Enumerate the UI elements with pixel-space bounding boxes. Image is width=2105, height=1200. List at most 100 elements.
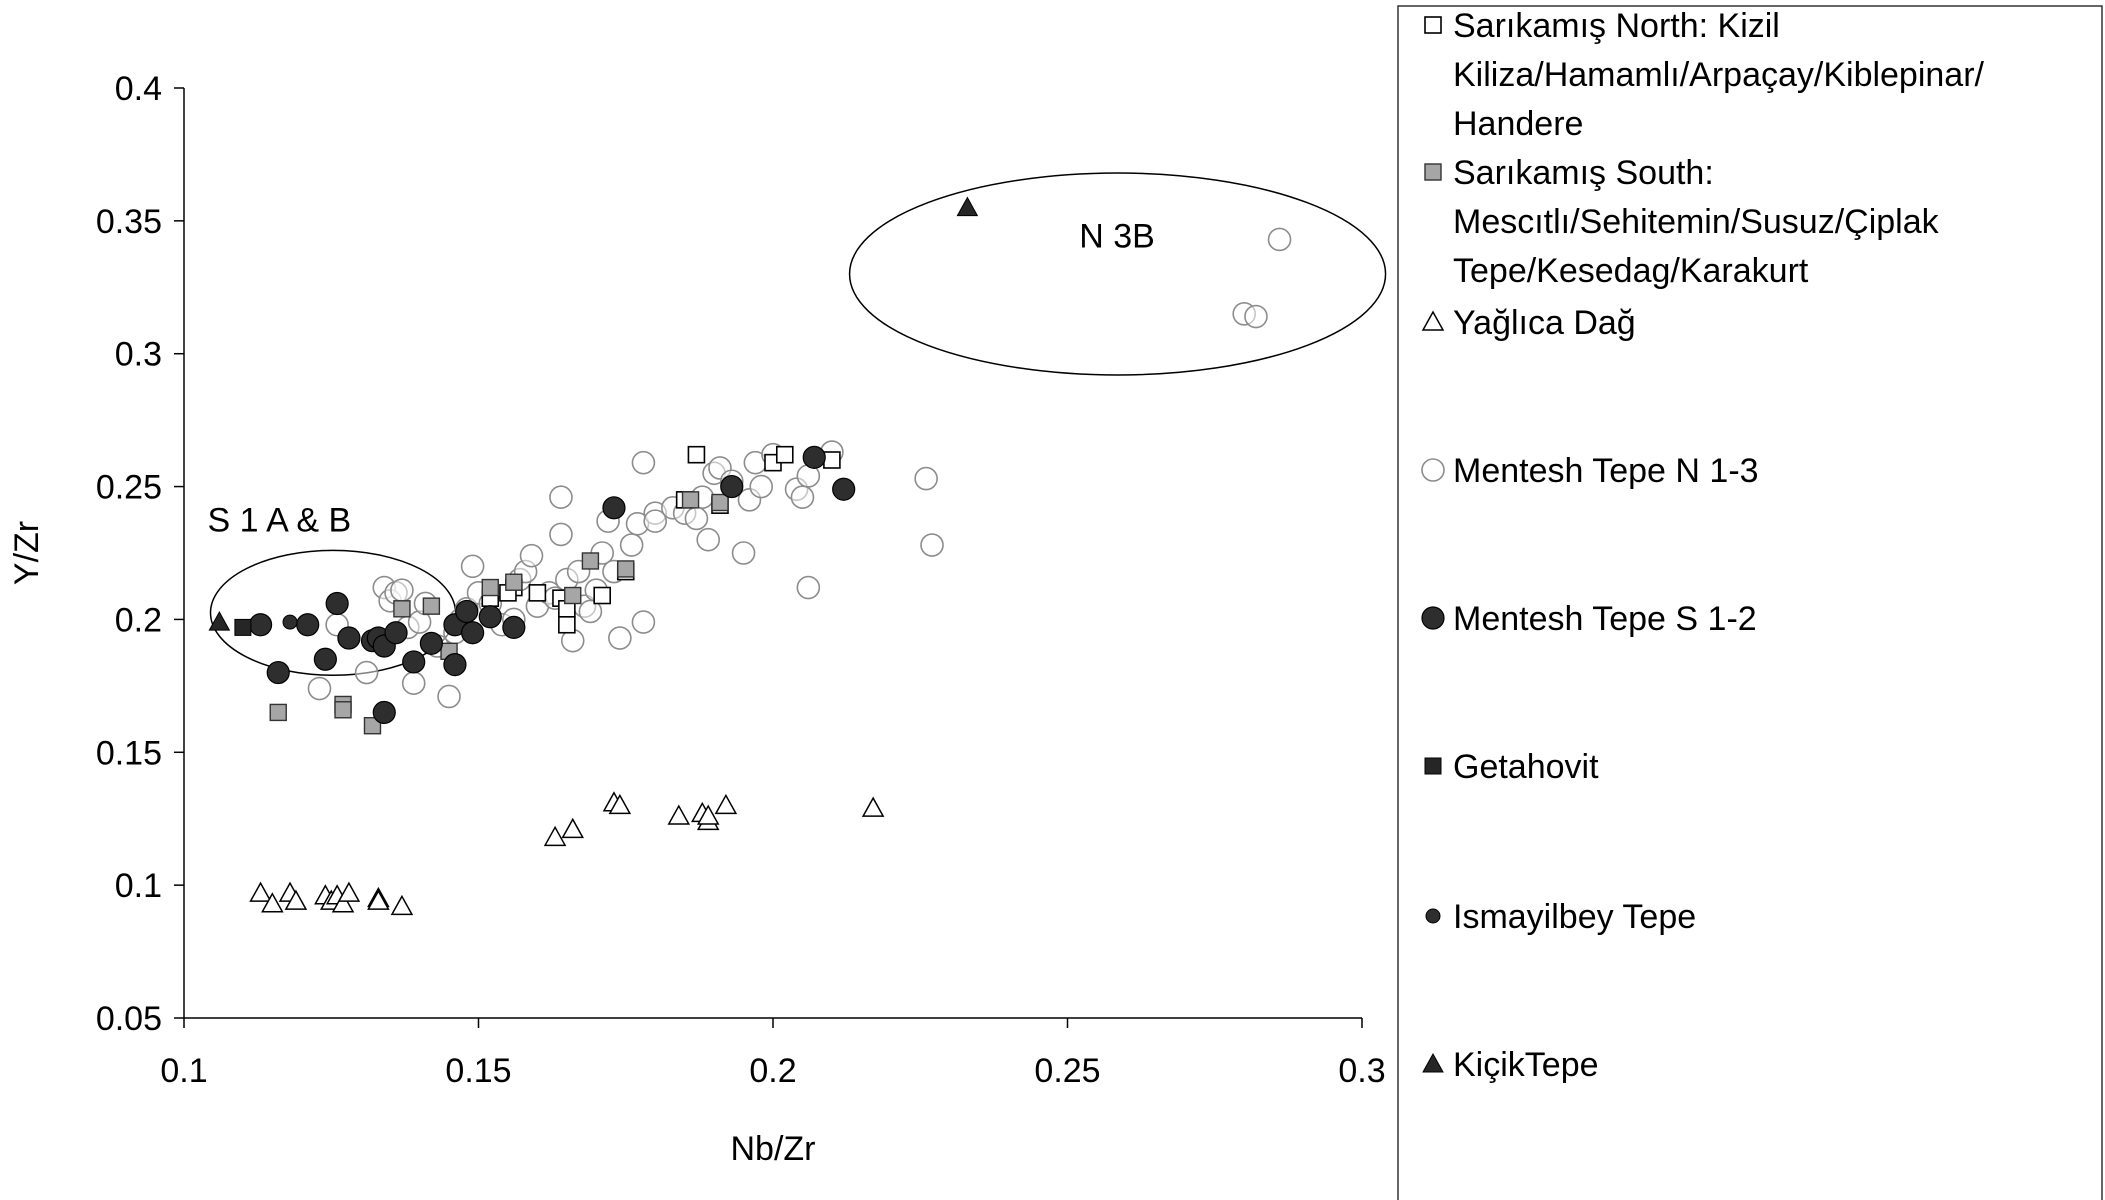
data-point — [802, 445, 826, 469]
legend-label: Mentesh Tepe S 1-2 — [1453, 600, 1757, 638]
data-point — [331, 892, 355, 913]
data-point — [775, 445, 794, 464]
legend-label: Sarıkamış South: Mescıtlı/Sehitemin/Susuz… — [1453, 154, 1940, 290]
x-axis-label: Nb/Zr — [731, 1130, 816, 1168]
data-point — [631, 450, 656, 475]
legend: Sarıkamış North: Kizil Kiliza/Hamamlı/Arp… — [1397, 5, 2103, 1200]
data-point — [505, 573, 523, 591]
data-point — [313, 647, 337, 671]
series-7 — [208, 196, 979, 631]
data-point — [519, 543, 544, 568]
data-point — [481, 578, 499, 597]
data-point — [296, 613, 320, 637]
annotation-label: N 3B — [1079, 217, 1155, 255]
data-point — [711, 493, 729, 512]
data-point — [422, 597, 441, 615]
data-point — [372, 700, 396, 725]
group-ellipse — [848, 172, 1387, 376]
data-point — [249, 881, 272, 902]
legend-label: Mentesh Tepe N 1-3 — [1453, 452, 1759, 490]
data-point — [402, 650, 426, 674]
data-point — [593, 586, 611, 605]
plot-area: 0.050.10.150.20.250.30.350.4 0.1 0.15 0.2 0… — [8, 70, 1387, 1168]
y-tick-label: 0.05 — [96, 1000, 162, 1038]
legend-marker — [1425, 908, 1441, 924]
data-point — [696, 804, 720, 825]
legend-entry: Getahovit — [1424, 748, 1599, 786]
data-point — [269, 703, 287, 722]
data-point — [460, 554, 485, 579]
y-tick-label: 0.3 — [115, 336, 162, 374]
data-point — [564, 586, 582, 605]
data-point — [437, 684, 461, 709]
data-point — [390, 894, 414, 916]
annotation-label: S 1 A & B — [208, 502, 352, 540]
data-point — [234, 618, 252, 636]
data-point — [1244, 304, 1268, 329]
series-2 — [249, 791, 885, 916]
legend-label: Sarıkamış North: Kizil Kiliza/Hamamlı/Arp… — [1453, 7, 1985, 143]
data-point — [549, 485, 573, 510]
data-point — [608, 793, 632, 815]
legend-entry: KiçikTepe — [1422, 1046, 1599, 1084]
data-point — [914, 466, 938, 491]
data-point — [478, 605, 502, 629]
legend-marker — [1421, 310, 1445, 331]
data-point — [363, 717, 382, 735]
data-point — [581, 552, 600, 570]
data-point — [561, 817, 585, 839]
data-point — [643, 509, 668, 533]
legend-marker — [1421, 458, 1445, 482]
data-point — [248, 613, 273, 637]
data-point — [393, 600, 411, 618]
data-point — [687, 445, 706, 464]
data-point — [558, 615, 576, 634]
data-point — [419, 631, 443, 655]
y-tick-label: 0.15 — [96, 734, 162, 772]
y-tick-label: 0.35 — [96, 203, 162, 241]
data-point — [667, 804, 691, 825]
data-point — [208, 611, 231, 631]
legend-marker — [1421, 606, 1445, 630]
data-point — [832, 477, 856, 501]
data-point — [390, 578, 414, 603]
annotations: N 3B S 1 A & B — [208, 217, 1155, 539]
legend-entry: Yağlıca Dağ — [1421, 304, 1636, 342]
data-points — [208, 196, 1292, 916]
series-4 — [248, 445, 856, 725]
data-point — [549, 522, 573, 547]
data-point — [796, 575, 821, 600]
data-point — [307, 676, 332, 701]
y-tick-label: 0.2 — [115, 601, 162, 639]
data-point — [720, 474, 744, 499]
data-point — [790, 485, 815, 510]
data-point — [749, 474, 774, 499]
data-point — [401, 671, 426, 696]
data-point — [367, 889, 390, 910]
data-point — [617, 560, 635, 578]
data-point — [502, 615, 526, 640]
data-point — [384, 621, 408, 645]
legend-marker — [1422, 1052, 1444, 1073]
data-point — [608, 626, 632, 650]
y-tick-label: 0.25 — [96, 469, 162, 507]
legend-label: KiçikTepe — [1453, 1046, 1599, 1084]
data-point — [681, 491, 700, 509]
x-tick-label: 0.1 — [160, 1052, 207, 1090]
data-point — [602, 496, 626, 520]
data-point — [284, 889, 308, 910]
legend-label: Yağlıca Dağ — [1453, 304, 1636, 342]
legend-marker — [1424, 757, 1442, 775]
x-tick-label: 0.15 — [445, 1052, 511, 1090]
y-axis-label: Y/Zr — [8, 521, 46, 585]
legend-entry: Sarıkamış North: Kizil Kiliza/Hamamlı/Arp… — [1424, 7, 1985, 143]
data-point — [266, 660, 290, 685]
data-point — [578, 599, 603, 624]
data-point — [731, 541, 756, 565]
x-tick-label: 0.25 — [1034, 1052, 1100, 1090]
data-point — [619, 533, 644, 557]
series-6 — [282, 614, 298, 630]
data-point — [631, 610, 656, 634]
data-point — [1267, 227, 1292, 252]
